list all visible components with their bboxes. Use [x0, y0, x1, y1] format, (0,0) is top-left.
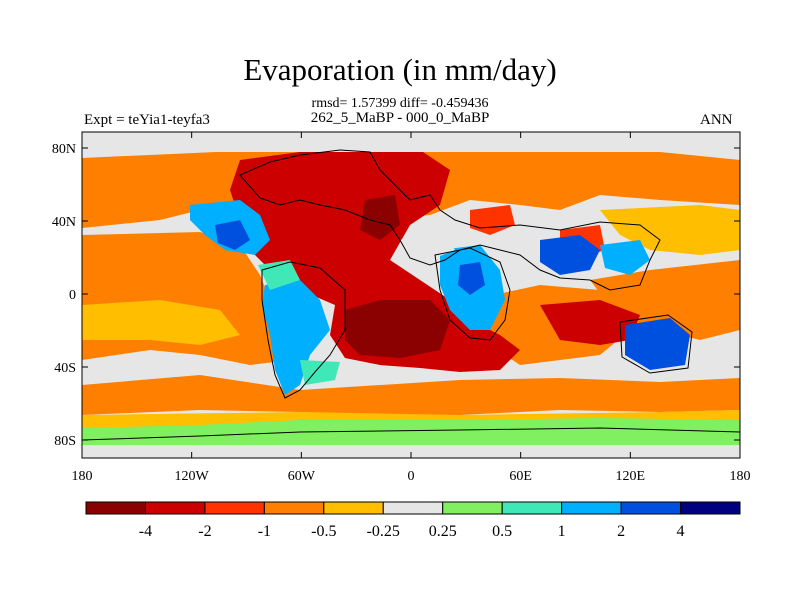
- field-region-australia-deep: [625, 318, 690, 370]
- colorbar-label: -1: [258, 523, 271, 540]
- field-region-south-america-teal: [258, 260, 300, 290]
- colorbar-label: -4: [139, 523, 152, 540]
- x-tick-label: 120W: [175, 469, 210, 484]
- y-tick-label: 80N: [52, 142, 76, 157]
- colorbar-swatch: [620, 501, 682, 515]
- field-region-dark-red-north: [360, 195, 400, 240]
- field-region-east-asia-blue: [600, 240, 650, 275]
- y-tick-label: 40N: [52, 215, 76, 230]
- colorbar-swatch: [382, 501, 444, 515]
- colorbar-label: 2: [617, 523, 625, 540]
- colorbar-label: 1: [558, 523, 566, 540]
- continent-outline-antarctic: [82, 427, 740, 441]
- x-tick-label: 60W: [288, 469, 316, 484]
- x-tick-label: 60E: [509, 469, 532, 484]
- colorbar-swatch: [144, 501, 206, 515]
- field-region-north-america-deep: [215, 220, 250, 250]
- experiment-label: Expt = teYia1-teyfa3: [84, 112, 210, 128]
- colorbar-swatch: [680, 501, 741, 515]
- chart-subtitle: 262_5_MaBP - 000_0_MaBP: [310, 110, 490, 126]
- x-tick-label: 180: [730, 469, 751, 484]
- chart-title: Evaporation (in mm/day): [243, 52, 557, 87]
- continent-outline-north-pangaea: [239, 149, 661, 291]
- field-region-neutral-polar-south: [82, 445, 740, 458]
- colorbar-label: 4: [677, 523, 685, 540]
- field-region-subtropical-south: [82, 300, 240, 345]
- field-region-africa-deep: [458, 262, 485, 295]
- field-region-southern-ocean: [82, 375, 740, 415]
- map-field: [82, 132, 740, 458]
- colorbar-swatch: [85, 501, 146, 515]
- colorbar-label: -0.25: [367, 523, 400, 540]
- field-region-red-core: [230, 150, 520, 372]
- field-region-green-south: [82, 418, 740, 445]
- field-region-asia-deep: [540, 235, 600, 275]
- colorbar-swatch: [204, 501, 265, 515]
- continent-outline-africa-block: [434, 247, 511, 341]
- field-region-neutral-atlantic: [400, 230, 455, 260]
- y-tick-label: 80S: [54, 434, 76, 449]
- y-tick-label: 0: [69, 288, 76, 303]
- stats-line: rmsd= 1.57399 diff= -0.459436: [311, 96, 489, 111]
- colorbar-swatch: [263, 501, 325, 515]
- continent-outline-australia-block: [619, 314, 693, 374]
- axis-ticks: 180 120W 60W 0 60E 120E 180 80N 40N 0 40S 80S: [52, 132, 751, 484]
- colorbar-swatch: [501, 501, 563, 515]
- season-label: ANN: [700, 112, 733, 128]
- x-tick-label: 180: [72, 469, 93, 484]
- colorbar-swatch: [442, 501, 503, 515]
- colorbar-label: -0.5: [311, 523, 336, 540]
- continent-outline-south-pangaea: [261, 261, 346, 399]
- field-region-south-asia-red: [540, 300, 640, 345]
- field-region-dark-red-core: [345, 300, 450, 358]
- x-tick-label: 120E: [616, 469, 646, 484]
- colorbar: -4 -2 -1 -0.5 -0.25 0.25 0.5 1 2 4: [85, 501, 741, 540]
- colorbar-label: 0.25: [429, 523, 457, 540]
- colorbar-label: -2: [198, 523, 211, 540]
- y-tick-label: 40S: [54, 361, 76, 376]
- x-tick-label: 0: [408, 469, 415, 484]
- field-region-south-america-blue: [262, 280, 330, 395]
- colorbar-swatch: [561, 501, 622, 515]
- colorbar-label: 0.5: [492, 523, 512, 540]
- field-region-neutral-polar-north: [82, 132, 740, 152]
- colorbar-swatch: [323, 501, 384, 515]
